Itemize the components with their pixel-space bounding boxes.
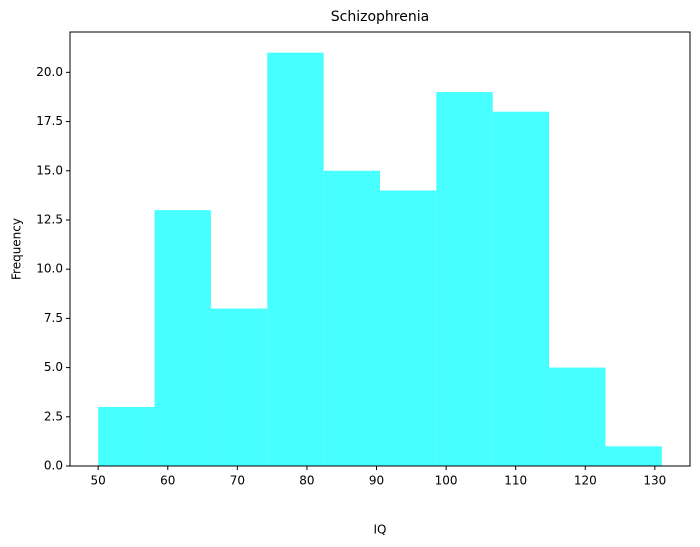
y-tick-label: 15.0 — [36, 163, 63, 177]
x-tick-label: 90 — [369, 474, 384, 488]
bar — [605, 446, 662, 466]
y-tick-label: 12.5 — [36, 212, 63, 226]
y-tick-label: 20.0 — [36, 65, 63, 79]
x-tick-label: 50 — [91, 474, 106, 488]
bar — [154, 210, 211, 466]
bar — [436, 92, 493, 467]
bar — [549, 367, 606, 466]
bar — [492, 111, 550, 466]
y-tick-label: 2.5 — [44, 409, 63, 423]
bar — [267, 52, 324, 467]
y-tick-label: 17.5 — [36, 114, 63, 128]
y-tick-label: 5.0 — [44, 360, 63, 374]
y-tick-label: 0.0 — [44, 459, 63, 473]
x-tick-label: 60 — [160, 474, 175, 488]
x-axis-label: IQ — [374, 523, 387, 537]
y-tick-label: 10.0 — [36, 262, 63, 276]
x-tick-label: 70 — [230, 474, 245, 488]
bar — [210, 308, 268, 466]
y-axis-label: Frequency — [10, 218, 24, 280]
x-tick-label: 130 — [643, 474, 666, 488]
bar — [323, 170, 380, 466]
x-tick-label: 100 — [435, 474, 458, 488]
y-tick-label: 7.5 — [44, 311, 63, 325]
x-tick-label: 110 — [504, 474, 527, 488]
plot-frame — [69, 31, 691, 467]
x-tick-label: 120 — [574, 474, 597, 488]
chart-title: Schizophrenia — [331, 9, 429, 25]
bar — [380, 190, 437, 466]
bar — [98, 406, 155, 466]
x-tick-label: 80 — [299, 474, 314, 488]
